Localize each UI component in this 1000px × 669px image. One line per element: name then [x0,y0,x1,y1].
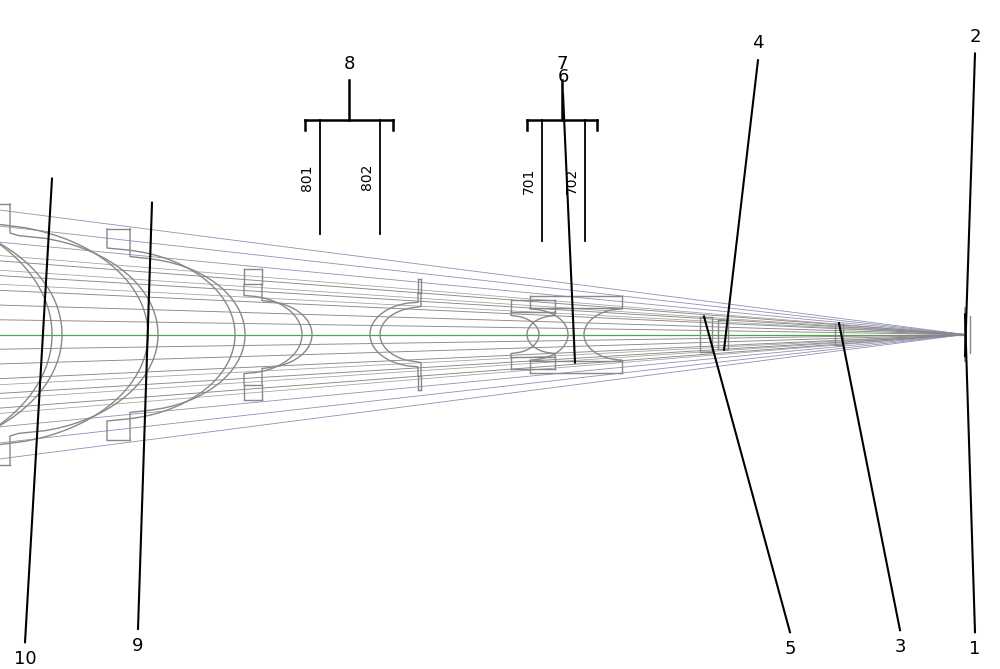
Text: 7: 7 [556,55,568,72]
Text: 2: 2 [969,28,981,45]
Text: 1: 1 [969,640,981,658]
Text: 6: 6 [557,68,569,86]
Text: 801: 801 [300,164,314,191]
Text: 702: 702 [565,167,579,194]
Text: 3: 3 [894,638,906,656]
Text: 802: 802 [360,164,374,191]
Text: 8: 8 [343,55,355,72]
Text: 10: 10 [14,650,36,668]
Text: 5: 5 [784,640,796,658]
Text: 701: 701 [522,167,536,194]
Text: 4: 4 [752,35,764,52]
Text: 9: 9 [132,637,144,654]
